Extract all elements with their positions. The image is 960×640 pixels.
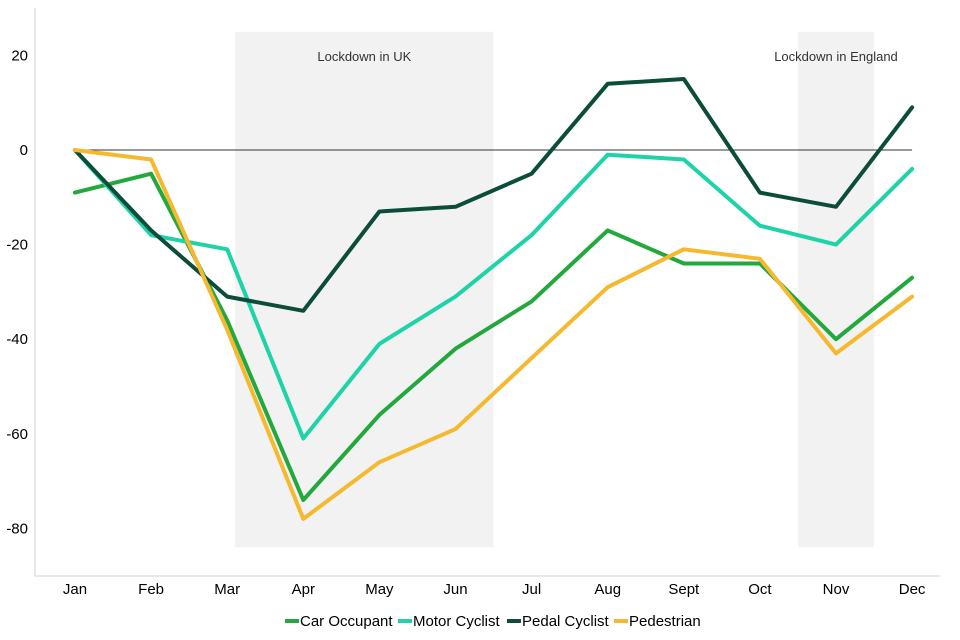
y-tick-label: 20: [11, 47, 28, 64]
legend-label-car-occupant: Car Occupant: [300, 613, 393, 630]
annotation-lockdown-in-uk: Lockdown in UK: [317, 49, 411, 64]
legend-label-motor-cyclist: Motor Cyclist: [413, 613, 501, 630]
series-line-pedal-cyclist: [73, 77, 915, 313]
x-tick-label: Oct: [748, 581, 772, 598]
y-tick-label: -20: [6, 237, 28, 254]
series-line-car-occupant: [73, 171, 915, 502]
lockdown-band-lockdown-in-uk: [235, 31, 494, 548]
x-tick-label: Mar: [214, 581, 240, 598]
y-tick-label: 0: [20, 142, 28, 159]
legend: Car Occupant Motor Cyclist Pedal Cyclist Pe…: [285, 613, 701, 630]
x-tick-label: Apr: [292, 581, 315, 598]
y-tick-labels: 20 0 -20 -40 -60 -80: [6, 47, 28, 537]
lockdown-annotations: Lockdown in UK Lockdown in England: [317, 49, 897, 64]
y-tick-label: -40: [6, 331, 28, 348]
x-tick-label: Aug: [594, 581, 621, 598]
x-tick-label: Nov: [823, 581, 850, 598]
y-tick-label: -60: [6, 426, 28, 443]
x-tick-label: Jan: [63, 581, 87, 598]
y-tick-label: -80: [6, 520, 28, 537]
series-lines: [73, 77, 915, 521]
x-tick-label: Feb: [138, 581, 164, 598]
series-line-motor-cyclist: [73, 148, 915, 441]
legend-label-pedestrian: Pedestrian: [629, 613, 701, 630]
axes: [34, 8, 940, 577]
annotation-lockdown-in-england: Lockdown in England: [774, 49, 898, 64]
x-tick-label: Jun: [443, 581, 467, 598]
series-line-pedestrian: [73, 148, 915, 521]
x-tick-label: Jul: [522, 581, 541, 598]
legend-label-pedal-cyclist: Pedal Cyclist: [522, 613, 610, 630]
x-tick-label: Dec: [899, 581, 926, 598]
lockdown-band-lockdown-in-england: [798, 31, 874, 548]
x-tick-label: May: [365, 581, 394, 598]
x-tick-label: Sept: [668, 581, 700, 598]
x-tick-labels: Jan Feb Mar Apr May Jun Jul Aug Sept Oct Nov Dec: [63, 581, 926, 598]
